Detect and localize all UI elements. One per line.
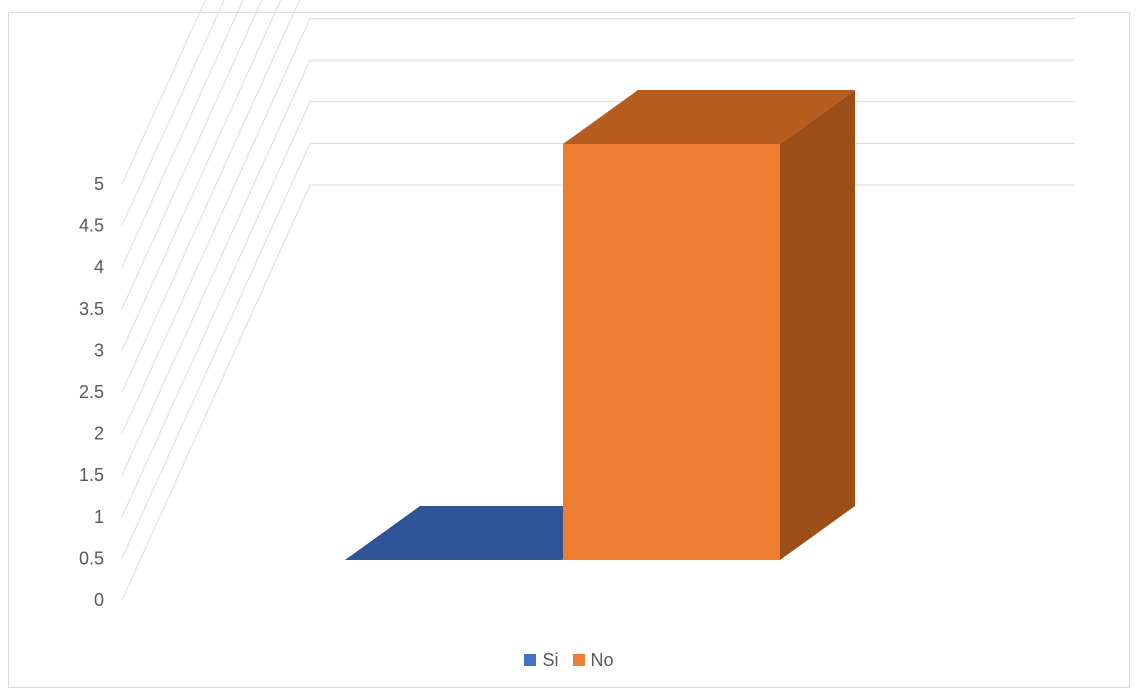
legend-item-si: Si [524, 649, 559, 671]
legend-label-no: No [590, 649, 614, 670]
y-tick-label: 2 [94, 424, 104, 444]
bar-side-no [780, 90, 855, 560]
bar-no [563, 144, 780, 560]
gridline-side [121, 0, 263, 310]
y-tick-label: 4 [94, 257, 104, 277]
gridline-side [121, 59, 311, 476]
gridline-side [121, 143, 311, 559]
y-tick-label: 1 [94, 507, 104, 527]
y-tick-label: 3 [94, 340, 104, 360]
legend-swatch-si [524, 654, 537, 666]
gridline-side [121, 0, 225, 226]
y-tick-label: 0.5 [79, 548, 104, 568]
legend: Si No [0, 648, 1138, 672]
y-tick-label: 1.5 [79, 465, 104, 485]
gridline-side [121, 0, 301, 393]
legend-swatch-no [572, 654, 585, 666]
gridline-side [121, 0, 206, 185]
gridline-side [121, 101, 311, 518]
gridline-side [121, 0, 244, 268]
gridline-side [121, 0, 282, 351]
y-axis-ticks: 0 0.5 1 1.5 2 2.5 3 3.5 4 4.5 5 [79, 174, 104, 610]
legend-item-no: No [572, 649, 614, 671]
gridline-side [121, 184, 311, 601]
gridlines [121, 0, 1075, 601]
bar-top-no [563, 90, 855, 144]
bars [345, 90, 855, 560]
legend-label-si: Si [542, 649, 559, 670]
y-tick-label: 2.5 [79, 382, 104, 402]
gridline-side [121, 18, 311, 434]
y-tick-label: 3.5 [79, 299, 104, 319]
y-tick-label: 5 [94, 174, 104, 194]
y-tick-label: 0 [94, 590, 104, 610]
y-tick-label: 4.5 [79, 216, 104, 236]
